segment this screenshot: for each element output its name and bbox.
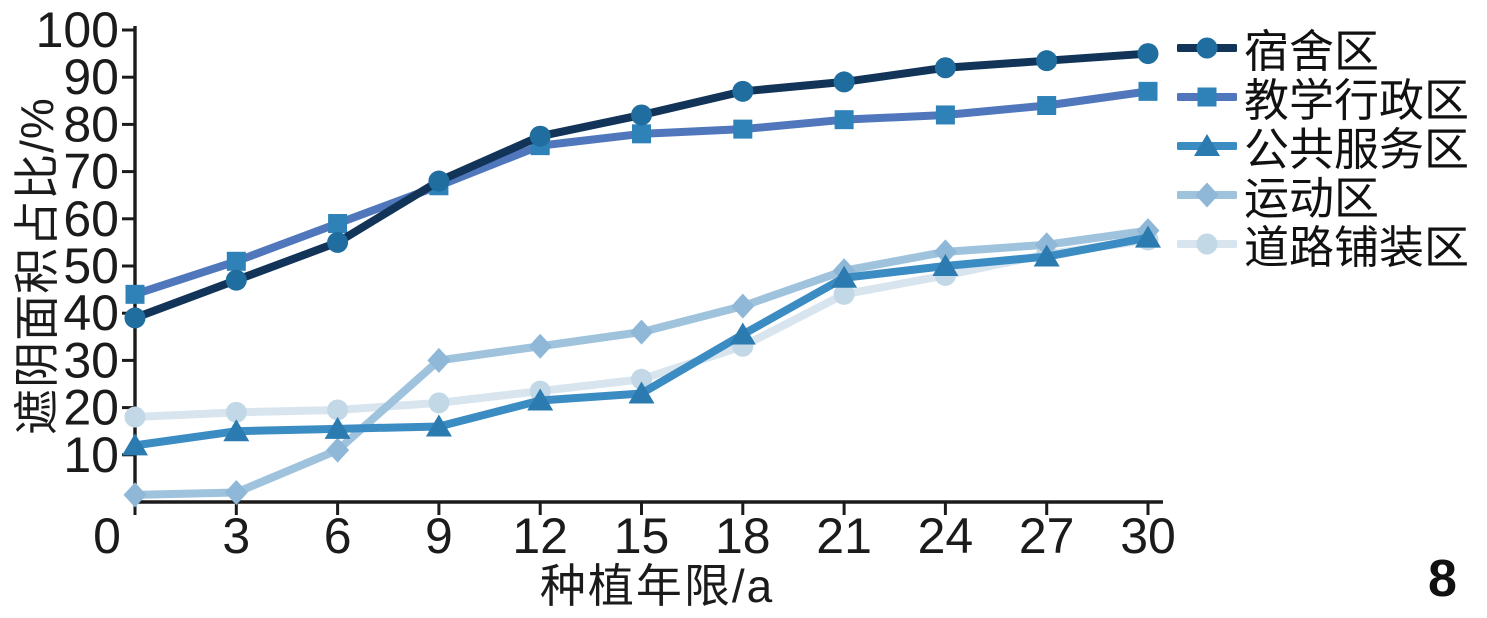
series-marker-teaching-admin-area-x18: [733, 119, 753, 139]
series-marker-teaching-admin-area-x0: [125, 284, 145, 304]
y-tick-label-40: 40: [63, 285, 119, 341]
series-marker-public-service-area-x9: [425, 414, 452, 437]
series-marker-sports-area-x15: [630, 319, 653, 345]
legend-swatch-circle-icon: [1177, 233, 1237, 254]
y-tick-label-20: 20: [63, 380, 119, 436]
series-marker-dormitory-area-x24: [934, 57, 956, 79]
legend-item-dormitory-area: 宿舍区: [1177, 23, 1469, 77]
series-marker-dormitory-area-x15: [631, 104, 652, 126]
x-tick-label-27: 27: [1019, 508, 1075, 564]
series-marker-road-paving-area-x9: [428, 392, 450, 414]
series-marker-road-paving-area-x15: [631, 368, 652, 390]
y-axis-title: 遮阴面积占比/%: [11, 97, 63, 435]
series-marker-public-service-area-x18: [729, 322, 756, 345]
legend-item-teaching-admin-area: 教学行政区: [1177, 72, 1469, 126]
series-marker-public-service-area-x6: [324, 416, 351, 439]
series-marker-road-paving-area-x3: [225, 401, 247, 423]
x-tick-label-24: 24: [918, 508, 974, 564]
legend-marker-road-paving-area: [1196, 233, 1218, 254]
legend-marker-sports-area: [1195, 182, 1219, 207]
legend: 宿舍区 教学行政区 公共服务区 运动区 道路铺装区: [1177, 23, 1469, 273]
legend-marker-dormitory-area: [1196, 37, 1218, 58]
series-marker-public-service-area-x15: [628, 381, 655, 404]
series-marker-teaching-admin-area-x6: [328, 214, 348, 234]
series-marker-public-service-area-x21: [831, 265, 858, 288]
series-marker-teaching-admin-area-x21: [834, 110, 854, 130]
x-tick-label-3: 3: [222, 508, 250, 564]
x-axis-title: 种植年限/a: [539, 560, 775, 612]
x-tick-label-9: 9: [425, 508, 453, 564]
series-marker-public-service-area-x12: [527, 388, 554, 411]
legend-label-public-service-area: 公共服务区: [1244, 124, 1470, 175]
series-marker-dormitory-area-x18: [732, 80, 754, 102]
series-marker-road-paving-area-x6: [327, 399, 349, 421]
series-line-sports-area: [131, 226, 1152, 499]
legend-swatch-diamond-icon: [1177, 182, 1237, 207]
series-marker-dormitory-area-x30: [1137, 43, 1159, 65]
series-marker-dormitory-area-x3: [225, 269, 247, 291]
series-marker-public-service-area-x27: [1033, 244, 1060, 267]
series-marker-dormitory-area-x27: [1036, 50, 1058, 72]
y-tick-label-90: 90: [63, 49, 119, 105]
x-tick-label-6: 6: [324, 508, 352, 564]
series-marker-teaching-admin-area-x24: [935, 105, 955, 125]
legend-label-sports-area: 运动区: [1244, 173, 1380, 224]
legend-label-road-paving-area: 道路铺装区: [1244, 222, 1470, 273]
y-tick-label-10: 10: [63, 427, 119, 483]
y-tick-label-30: 30: [63, 332, 119, 388]
series-marker-sports-area-x9: [427, 347, 451, 373]
legend-swatch-circle-icon: [1177, 37, 1237, 58]
series-marker-dormitory-area-x9: [428, 170, 450, 192]
y-tick-label-60: 60: [63, 191, 119, 247]
x-tick-label-0: 0: [93, 508, 121, 564]
series-marker-road-paving-area-x0: [124, 406, 146, 428]
legend-swatch-square-icon: [1177, 87, 1237, 106]
legend-marker-teaching-admin-area: [1197, 87, 1217, 106]
y-tick-label-80: 80: [63, 96, 119, 152]
series-marker-public-service-area-x0: [122, 433, 148, 456]
series-marker-sports-area-x12: [528, 333, 552, 359]
series-marker-dormitory-area-x21: [833, 71, 855, 93]
legend-label-teaching-admin-area: 教学行政区: [1244, 75, 1470, 126]
series-marker-sports-area-x24: [933, 239, 957, 265]
legend-marker-public-service-area: [1194, 133, 1220, 156]
x-tick-label-18: 18: [715, 508, 771, 564]
series-marker-teaching-admin-area-x3: [226, 251, 246, 271]
series-marker-public-service-area-x30: [1135, 225, 1161, 248]
legend-item-public-service-area: 公共服务区: [1177, 121, 1469, 175]
series-marker-teaching-admin-area-x27: [1037, 96, 1057, 116]
series-marker-teaching-admin-area-x15: [632, 124, 651, 144]
x-tick-label-12: 12: [512, 508, 568, 564]
series-marker-dormitory-area-x12: [529, 125, 551, 147]
series-marker-public-service-area-x24: [932, 254, 959, 276]
series-marker-sports-area-x3: [224, 480, 248, 506]
y-tick-label-70: 70: [63, 144, 119, 200]
series-marker-teaching-admin-area-x30: [1138, 81, 1158, 101]
legend-label-dormitory-area: 宿舍区: [1244, 26, 1380, 77]
y-tick-label-100: 100: [36, 2, 119, 58]
legend-item-road-paving-area: 道路铺装区: [1177, 219, 1469, 273]
series-marker-dormitory-area-x0: [124, 307, 146, 329]
series-marker-sports-area-x6: [326, 437, 350, 463]
page-number: 8: [1428, 550, 1457, 608]
x-tick-label-15: 15: [614, 508, 670, 564]
series-marker-public-service-area-x3: [223, 419, 250, 442]
series-line-dormitory-area: [131, 49, 1152, 322]
legend-item-sports-area: 运动区: [1177, 170, 1469, 224]
y-tick-label-50: 50: [63, 238, 119, 294]
series-marker-sports-area-x0: [123, 482, 147, 508]
series-marker-sports-area-x18: [731, 293, 755, 319]
series-marker-dormitory-area-x6: [327, 231, 349, 253]
x-tick-label-21: 21: [816, 508, 872, 564]
legend-swatch-triangle-icon: [1177, 133, 1237, 156]
series-marker-road-paving-area-x21: [833, 283, 855, 305]
x-tick-label-30: 30: [1120, 508, 1176, 564]
